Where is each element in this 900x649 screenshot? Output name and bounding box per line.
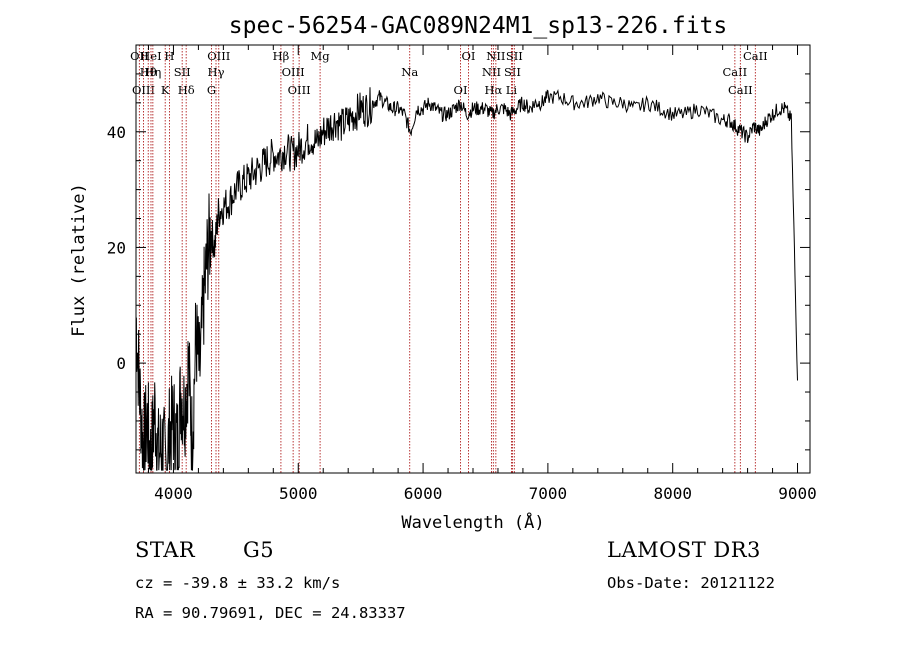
spectral-line-label: NII — [482, 65, 501, 79]
spectral-line-label: Li — [506, 83, 518, 97]
axis-ticks: 4000 5000 6000 7000 8000 9000 0 20 40 — [107, 44, 817, 503]
spectral-line-label: Hβ — [273, 49, 290, 63]
spectral-line-label: NII — [486, 49, 505, 63]
spectral-line-label: Hα — [484, 83, 502, 97]
spectral-line-label: CaII — [743, 49, 768, 63]
spectral-line-label: OIII — [132, 83, 155, 97]
spectrum-series-line — [135, 87, 798, 471]
spectral-line-label: Hδ — [178, 83, 195, 97]
spectral-line-label: HeI — [140, 49, 161, 63]
spectral-line-label: OI — [462, 49, 476, 63]
spectral-line-label: OIII — [282, 65, 305, 79]
spectral-line-label: OII — [130, 49, 149, 63]
x-axis-label: Wavelength (Å) — [401, 511, 544, 533]
spectral-line-label: CaII — [722, 65, 747, 79]
spectral-line-label: OIII — [288, 83, 311, 97]
spectral-line-label: Hγ — [208, 65, 225, 79]
coordinates: RA = 90.79691, DEC = 24.83337 — [135, 604, 406, 622]
object-class: STAR — [135, 538, 196, 562]
object-subclass: G5 — [243, 538, 275, 562]
x-tick-label: 7000 — [529, 484, 568, 503]
spectral-line-label: K — [161, 83, 170, 97]
spectral-line-label: Mg — [311, 49, 331, 63]
chart-title: spec-56254-GAC089N24M1_sp13-226.fits — [229, 13, 728, 39]
y-axis-label: Flux (relative) — [69, 183, 89, 337]
x-tick-label: 4000 — [154, 484, 193, 503]
y-tick-label: 40 — [107, 123, 126, 142]
spectral-line-label: SII — [174, 65, 191, 79]
spectral-line-label: SII — [504, 65, 521, 79]
spectral-line-label: H — [164, 49, 174, 63]
x-tick-label: 5000 — [279, 484, 318, 503]
spectral-line-label: CaII — [728, 83, 753, 97]
observation-date: Obs-Date: 20121122 — [607, 574, 775, 592]
redshift-cz: cz = -39.8 ± 33.2 km/s — [135, 574, 341, 592]
spectral-line-label: SII — [506, 49, 523, 63]
x-tick-label: 9000 — [778, 484, 817, 503]
x-tick-label: 8000 — [653, 484, 692, 503]
x-tick-label: 6000 — [404, 484, 443, 503]
spectral-line-label: Na — [401, 65, 418, 79]
spectral-line-label: OIII — [207, 49, 230, 63]
spectral-line-label: Hη — [144, 65, 161, 79]
spectral-line-label: G — [207, 83, 216, 97]
y-tick-label: 0 — [116, 354, 126, 373]
y-tick-label: 20 — [107, 238, 126, 257]
spectral-line-markers: OIIHθOIIIHeIHηKHSIIHδOIIIHγGHβOIIIOIIIMg… — [130, 45, 768, 473]
survey-name: LAMOST DR3 — [607, 538, 761, 562]
spectral-line-label: OI — [454, 83, 468, 97]
